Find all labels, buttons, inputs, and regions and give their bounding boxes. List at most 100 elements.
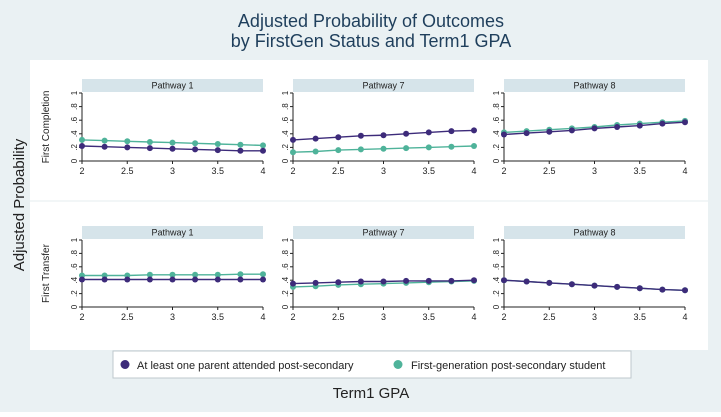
point-parent-r2-c2-8 <box>471 277 477 284</box>
point-firstgen-r2-c1-8 <box>260 271 266 278</box>
y-tick-label-r1-c1-0: 0 <box>70 158 79 163</box>
point-parent-r1-c2-3 <box>357 132 364 139</box>
panel-r1-c2: Pathway 7 0 .2 .4 .6 .8 1 2 2.5 3 3.5 4 <box>281 79 477 176</box>
point-parent-r1-c2-6 <box>425 129 432 136</box>
point-parent-r2-c2-2 <box>335 279 342 286</box>
point-parent-r2-c3-4 <box>591 282 598 289</box>
y-tick-label-r2-c3-1: .2 <box>492 290 501 297</box>
point-firstgen-r1-c2-3 <box>357 146 364 153</box>
legend-marker-parent <box>120 360 130 369</box>
x-tick-label-r2-c2-1: 2.5 <box>332 312 345 322</box>
point-parent-r1-c3-3 <box>568 127 575 134</box>
strip-r1-c3 <box>504 79 685 92</box>
point-firstgen-r1-c1-1 <box>101 137 108 144</box>
legend-label-firstgen: First-generation post-secondary student <box>411 360 605 372</box>
point-parent-r1-c3-4 <box>591 125 598 132</box>
x-tick-label-r1-c1-1: 2.5 <box>121 166 134 176</box>
point-firstgen-r1-c2-8 <box>471 143 477 149</box>
y-tick-label-r1-c1-1: .2 <box>70 144 79 151</box>
y-axis-label: Adjusted Probability <box>11 138 28 271</box>
point-parent-r2-c3-1 <box>523 278 530 285</box>
panel-r2-c1: Pathway 1 0 .2 .4 .6 .8 1 2 2.5 3 3.5 4 <box>70 226 266 322</box>
point-firstgen-r2-c1-7 <box>237 271 244 278</box>
point-firstgen-r1-c2-7 <box>448 143 455 150</box>
point-firstgen-r1-c2-1 <box>312 148 319 155</box>
point-parent-r1-c3-7 <box>659 120 666 127</box>
point-parent-r2-c1-2 <box>124 276 131 283</box>
strip-label-r1-c2: Pathway 7 <box>362 81 404 91</box>
y-tick-label-r1-c2-4: .8 <box>281 103 290 110</box>
point-parent-r2-c2-6 <box>425 277 432 284</box>
x-tick-label-r1-c2-4: 4 <box>471 166 476 176</box>
point-firstgen-r1-c1-6 <box>214 141 221 147</box>
x-tick-label-r1-c2-1: 2.5 <box>332 166 345 176</box>
point-parent-r2-c3-0 <box>501 277 507 284</box>
chart-title: Adjusted Probability of Outcomes <box>238 11 504 31</box>
point-firstgen-r1-c1-4 <box>169 139 176 146</box>
point-firstgen-r1-c2-5 <box>403 145 410 152</box>
x-tick-label-r2-c2-3: 3.5 <box>422 312 435 322</box>
y-tick-label-r1-c2-3: .6 <box>281 116 290 123</box>
point-parent-r2-c2-3 <box>357 278 364 285</box>
point-firstgen-r1-c2-0 <box>290 149 296 156</box>
y-tick-label-r2-c1-3: .6 <box>70 263 79 270</box>
x-tick-label-r1-c2-2: 3 <box>381 166 386 176</box>
point-parent-r1-c2-1 <box>312 135 319 142</box>
strip-label-r2-c3: Pathway 8 <box>573 228 615 238</box>
point-parent-r1-c3-6 <box>636 122 643 129</box>
y-tick-label-r1-c3-0: 0 <box>492 158 501 163</box>
y-tick-label-r2-c3-0: 0 <box>492 304 501 309</box>
strip-r2-c1 <box>82 226 263 239</box>
point-parent-r1-c2-0 <box>290 136 296 143</box>
point-firstgen-r1-c1-5 <box>192 140 199 147</box>
x-tick-label-r2-c1-0: 2 <box>79 312 84 322</box>
point-parent-r1-c1-6 <box>214 147 221 154</box>
point-parent-r1-c2-2 <box>335 134 342 141</box>
strip-r1-c1 <box>82 79 263 92</box>
row-label-2: First Transfer <box>41 243 52 303</box>
x-tick-label-r2-c3-2: 3 <box>592 312 597 322</box>
x-tick-label-r1-c1-3: 3.5 <box>211 166 224 176</box>
point-parent-r2-c3-6 <box>636 285 643 292</box>
x-tick-label-r2-c1-2: 3 <box>170 312 175 322</box>
x-tick-label-r1-c2-0: 2 <box>290 166 295 176</box>
y-tick-label-r1-c3-2: .4 <box>492 130 501 137</box>
x-tick-label-r2-c1-4: 4 <box>260 312 265 322</box>
y-tick-label-r2-c2-4: .8 <box>281 250 290 257</box>
x-tick-label-r2-c3-0: 2 <box>501 312 506 322</box>
point-parent-r1-c2-4 <box>380 132 387 139</box>
legend: At least one parent attended post-second… <box>112 350 632 379</box>
point-parent-r1-c1-4 <box>169 145 176 152</box>
point-firstgen-r2-c1-5 <box>192 271 199 278</box>
panel-r2-c3: Pathway 8 0 .2 .4 .6 .8 1 2 2.5 3 3.5 4 <box>492 226 688 322</box>
point-parent-r2-c1-4 <box>169 276 176 283</box>
y-tick-label-r1-c2-1: .2 <box>281 144 290 151</box>
point-parent-r2-c3-7 <box>659 286 666 293</box>
y-tick-label-r1-c1-3: .6 <box>70 116 79 123</box>
point-firstgen-r2-c1-6 <box>214 271 221 278</box>
point-parent-r1-c3-1 <box>523 130 530 137</box>
y-tick-label-r1-c2-2: .4 <box>281 130 290 137</box>
y-tick-label-r1-c2-5: 1 <box>281 90 290 95</box>
y-tick-label-r2-c1-1: .2 <box>70 290 79 297</box>
x-tick-label-r2-c1-3: 3.5 <box>211 312 224 322</box>
legend-label-parent: At least one parent attended post-second… <box>137 360 354 372</box>
x-tick-label-r1-c1-2: 3 <box>170 166 175 176</box>
y-tick-label-r2-c1-0: 0 <box>70 304 79 309</box>
point-firstgen-r2-c1-3 <box>146 271 153 278</box>
strip-label-r2-c2: Pathway 7 <box>362 228 404 238</box>
strip-label-r1-c1: Pathway 1 <box>151 81 193 91</box>
x-tick-label-r2-c3-4: 4 <box>682 312 687 322</box>
point-parent-r2-c3-5 <box>614 283 621 290</box>
x-tick-label-r1-c3-2: 3 <box>592 166 597 176</box>
chart-subtitle: by FirstGen Status and Term1 GPA <box>231 31 511 51</box>
x-tick-label-r1-c2-3: 3.5 <box>422 166 435 176</box>
point-parent-r2-c3-8 <box>682 287 688 294</box>
y-tick-label-r2-c3-4: .8 <box>492 250 501 257</box>
strip-r2-c2 <box>293 226 474 239</box>
y-tick-label-r1-c1-2: .4 <box>70 130 79 137</box>
point-firstgen-r1-c1-2 <box>124 138 131 145</box>
x-tick-label-r1-c3-1: 2.5 <box>543 166 556 176</box>
point-parent-r1-c1-8 <box>260 147 266 154</box>
